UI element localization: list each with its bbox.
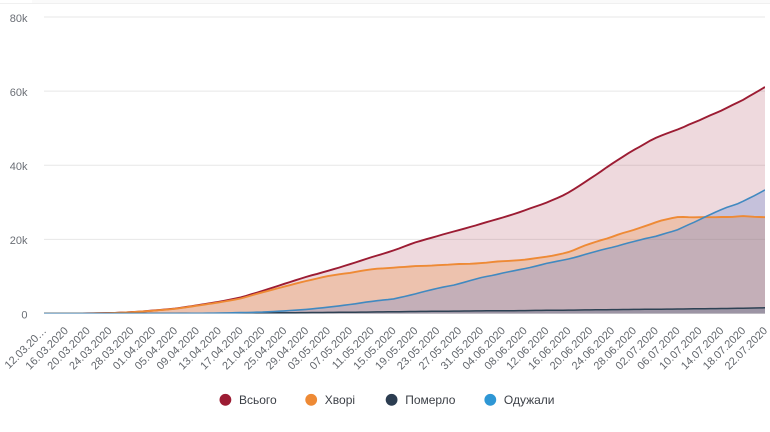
- svg-text:0: 0: [21, 309, 27, 321]
- svg-text:Всього: Всього: [239, 393, 277, 407]
- svg-text:Одужали: Одужали: [504, 393, 555, 407]
- svg-text:80k: 80k: [10, 13, 28, 25]
- svg-text:Хворі: Хворі: [325, 393, 355, 407]
- svg-text:20k: 20k: [10, 235, 28, 247]
- svg-text:Померло: Померло: [405, 393, 456, 407]
- svg-text:60k: 60k: [10, 87, 28, 99]
- svg-text:40k: 40k: [10, 161, 28, 173]
